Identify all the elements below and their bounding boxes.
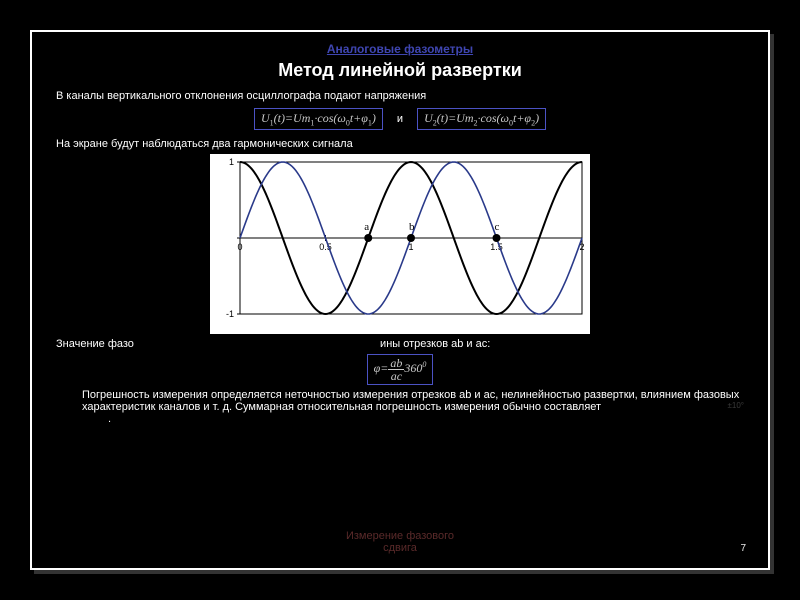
formula-u1-text: U1(t)=Um1·cos(ω0t+φ1) [261, 111, 376, 125]
chart-card: 00.511.52-11abc [210, 154, 590, 334]
section-link[interactable]: Аналоговые фазометры [56, 42, 744, 56]
formula-phi-text: φ=abac3600 [374, 361, 427, 375]
svg-text:a: a [364, 221, 369, 233]
formula-u2: U2(t)=Um2·cos(ω0t+φ2) [417, 108, 546, 130]
pm10-note: ±10° [728, 401, 745, 410]
p3-left: Значение фазо [56, 338, 134, 350]
paragraph-1: В каналы вертикального отклонения осцилл… [56, 89, 744, 104]
footer-title: Измерение фазового сдвига [32, 530, 768, 554]
formula-u2-text: U2(t)=Um2·cos(ω0t+φ2) [424, 111, 539, 125]
svg-text:b: b [409, 221, 415, 233]
formula-phi: φ=abac3600 [367, 354, 434, 385]
slide-title: Метод линейной развертки [56, 60, 744, 81]
p3-right: ины отрезков ab и ac: [380, 338, 490, 350]
phase-chart: 00.511.52-11abc [210, 154, 590, 334]
p4-tail: . [82, 413, 111, 425]
connective-and: и [397, 113, 403, 125]
svg-text:1: 1 [229, 157, 234, 167]
svg-text:-1: -1 [226, 309, 234, 319]
svg-text:c: c [495, 221, 500, 233]
paragraph-4: Погрешность измерения определяется неточ… [56, 389, 744, 425]
paragraph-2: На экране будут наблюдаться два гармонич… [56, 138, 744, 150]
slide-stage: Аналоговые фазометры Метод линейной разв… [0, 0, 800, 600]
svg-text:0: 0 [237, 242, 242, 252]
footer-line2: сдвига [383, 542, 417, 554]
page-number: 7 [740, 543, 746, 554]
chart-wrap: 00.511.52-11abc [56, 154, 744, 334]
p4-body: Погрешность измерения определяется неточ… [82, 389, 739, 413]
paragraph-3: Значение фазо ины отрезков ab и ac: [56, 338, 744, 350]
formula-row: U1(t)=Um1·cos(ω0t+φ1) и U2(t)=Um2·cos(ω0… [56, 108, 744, 130]
formula-u1: U1(t)=Um1·cos(ω0t+φ1) [254, 108, 383, 130]
footer-line1: Измерение фазового [346, 530, 454, 542]
formula-phi-wrap: φ=abac3600 [56, 354, 744, 385]
slide-frame: Аналоговые фазометры Метод линейной разв… [30, 30, 770, 570]
